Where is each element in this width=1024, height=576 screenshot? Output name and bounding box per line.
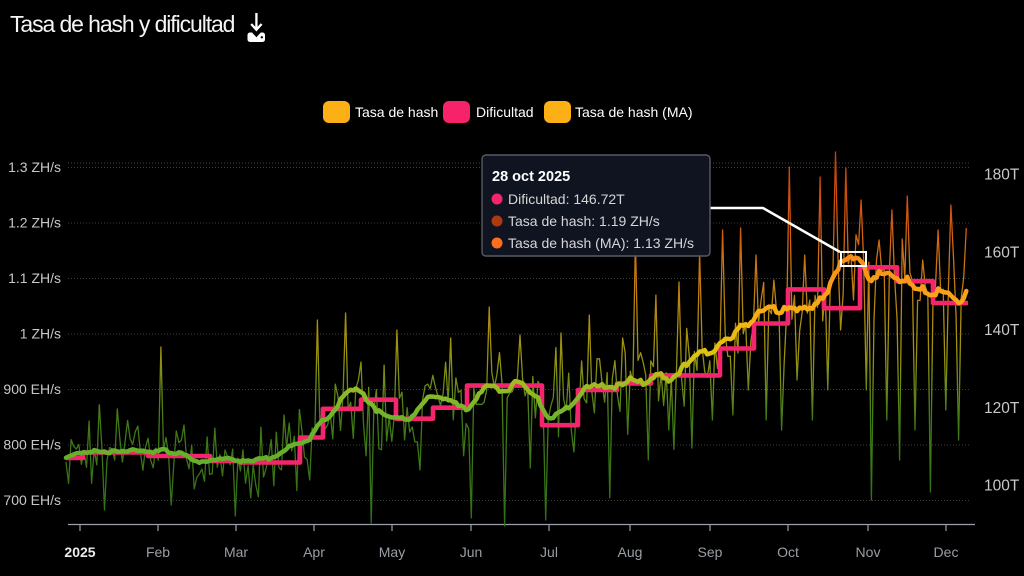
svg-text:900 EH/s: 900 EH/s (3, 381, 61, 397)
svg-text:Aug: Aug (618, 544, 643, 560)
svg-text:160T: 160T (984, 244, 1020, 261)
svg-text:1 ZH/s: 1 ZH/s (20, 326, 61, 342)
svg-text:Sep: Sep (698, 544, 723, 560)
svg-text:Jul: Jul (540, 544, 558, 560)
svg-text:Jun: Jun (460, 544, 483, 560)
svg-text:1.2 ZH/s: 1.2 ZH/s (8, 215, 61, 231)
svg-text:2025: 2025 (64, 544, 95, 560)
svg-text:1.3 ZH/s: 1.3 ZH/s (8, 159, 61, 175)
svg-text:1.1 ZH/s: 1.1 ZH/s (8, 270, 61, 286)
svg-text:Dec: Dec (934, 544, 959, 560)
svg-text:140T: 140T (984, 322, 1020, 339)
svg-text:Feb: Feb (146, 544, 170, 560)
svg-text:Mar: Mar (224, 544, 248, 560)
svg-text:May: May (379, 544, 405, 560)
svg-text:120T: 120T (984, 400, 1020, 417)
svg-text:Dificultad: 146.72T: Dificultad: 146.72T (508, 191, 625, 207)
svg-text:Apr: Apr (303, 544, 325, 560)
svg-text:Oct: Oct (777, 544, 799, 560)
svg-text:Tasa de hash: 1.19 ZH/s: Tasa de hash: 1.19 ZH/s (508, 213, 660, 229)
svg-text:800 EH/s: 800 EH/s (3, 437, 61, 453)
svg-text:Tasa de hash (MA): 1.13 ZH/s: Tasa de hash (MA): 1.13 ZH/s (508, 235, 694, 251)
svg-text:28 oct 2025: 28 oct 2025 (492, 169, 570, 185)
svg-text:180T: 180T (984, 167, 1020, 184)
svg-text:Nov: Nov (856, 544, 881, 560)
svg-text:700 EH/s: 700 EH/s (3, 492, 61, 508)
svg-text:100T: 100T (984, 478, 1020, 495)
